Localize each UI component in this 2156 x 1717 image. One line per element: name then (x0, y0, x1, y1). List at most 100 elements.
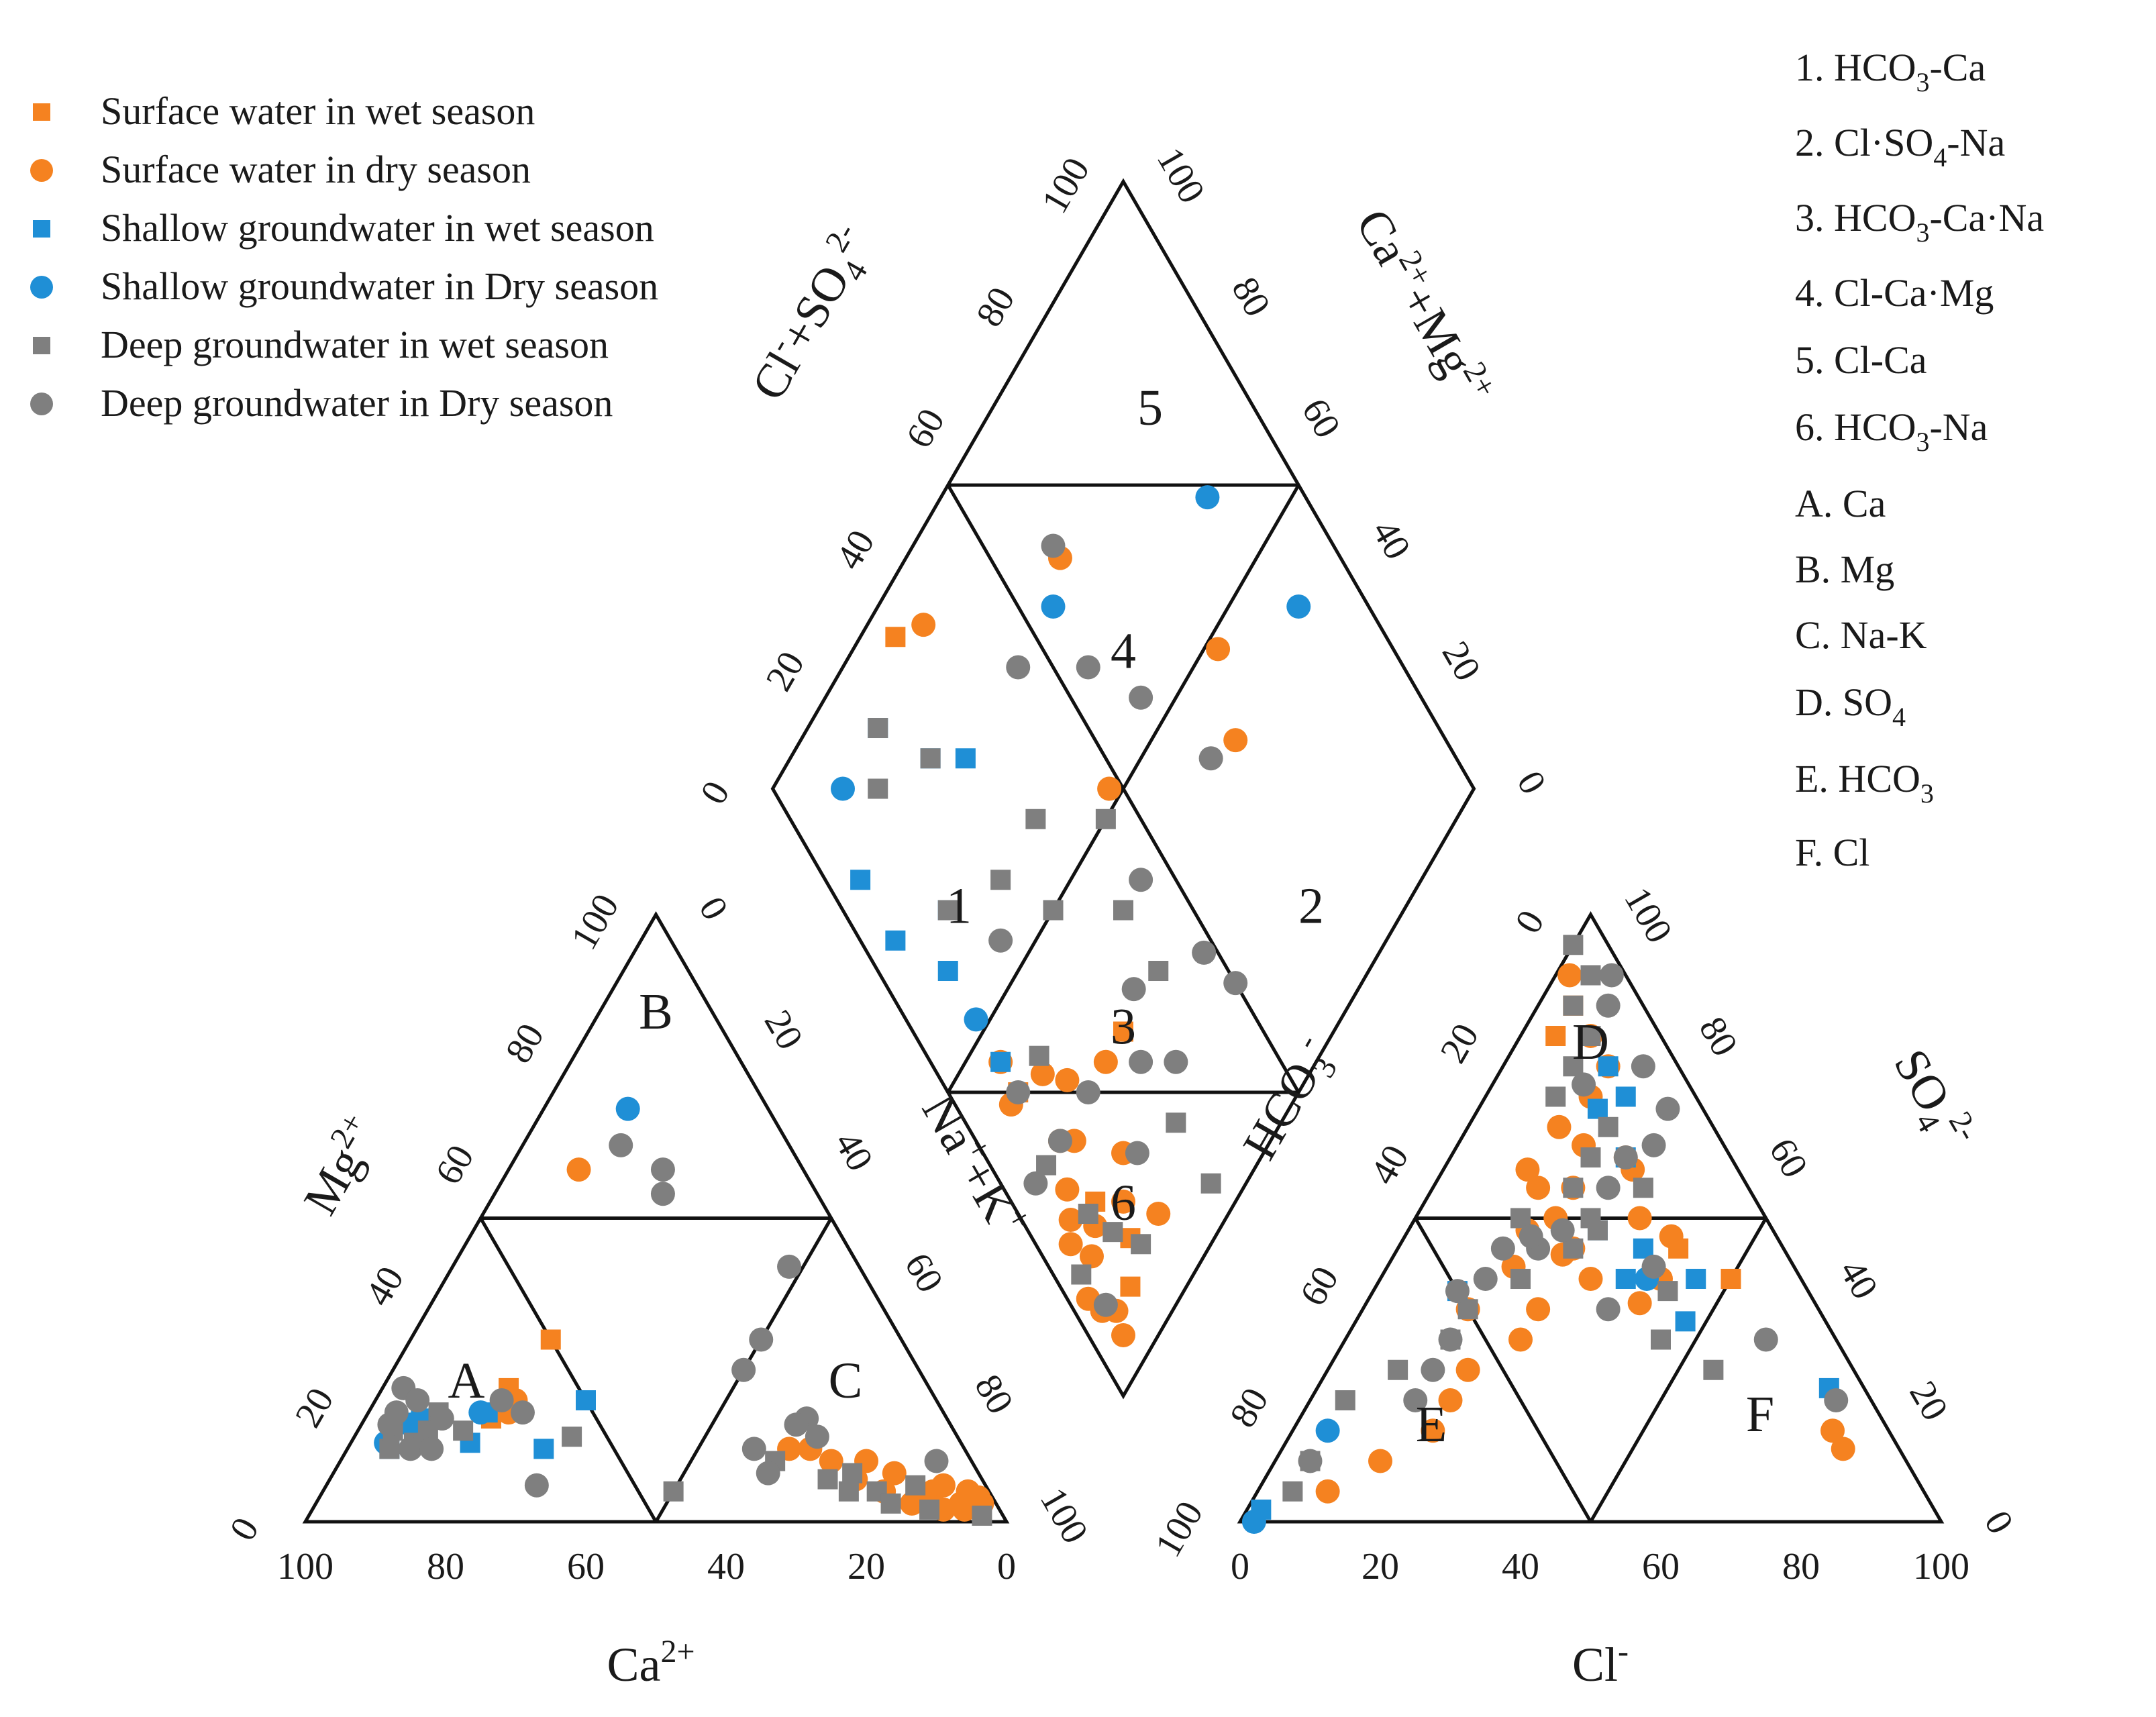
anion-divider-left (1414, 1217, 1592, 1523)
zone-E: E (1416, 1396, 1447, 1453)
cation-point-s5-14 (749, 1327, 774, 1352)
diamond-point-s5-17 (1164, 1049, 1188, 1074)
diamond-point-s5-0 (1129, 685, 1153, 710)
anion-point-s4-3 (1580, 1026, 1601, 1047)
cation-point-s5-7 (524, 1473, 549, 1498)
tick-so4-0: 0 (1976, 1504, 2022, 1541)
diamond-point-s5-6 (1129, 868, 1153, 892)
tick-nak-80: 80 (966, 1367, 1021, 1420)
tick-hco3-80: 80 (1222, 1381, 1277, 1434)
tick-ca-80: 80 (427, 1546, 464, 1588)
anion-point-s1-9 (1438, 1388, 1463, 1413)
tick-so4-40: 40 (1831, 1253, 1886, 1306)
anion-point-s1-25 (1659, 1224, 1684, 1249)
anion-point-s5-1 (1596, 993, 1621, 1018)
diamond-point-s5-14 (1125, 1141, 1149, 1165)
anion-divider-right (1589, 1217, 1767, 1523)
axis-title-camg: Ca2++Mg2+ (1345, 198, 1504, 415)
cation-point-s5-9 (489, 1388, 514, 1413)
cation-point-s1-18 (931, 1473, 956, 1498)
anion-point-s5-9 (1473, 1267, 1498, 1292)
tick-camg-60: 60 (1294, 392, 1349, 445)
legend-marker-3 (30, 276, 53, 299)
legend-label-1: Surface water in dry season (101, 148, 531, 191)
zone-6: 6 (1111, 1175, 1136, 1231)
tick-camg-80: 80 (1223, 270, 1278, 323)
tick-clso4-40: 40 (828, 523, 883, 576)
anion-point-s0-0 (1721, 1269, 1741, 1290)
diamond-point-s5-1 (1076, 655, 1100, 680)
anion-point-s5-10 (1445, 1279, 1470, 1304)
diamond-point-s4-8 (1113, 900, 1133, 921)
tick-hco3-40: 40 (1362, 1138, 1417, 1191)
diamond-point-s4-6 (1036, 1155, 1057, 1176)
diamond-point-s1-11 (1079, 1244, 1104, 1269)
cation-point-s2-6 (533, 1439, 554, 1459)
diamond-point-s4-11 (1166, 1112, 1186, 1133)
class-item-3: 4. Cl-Ca·Mg (1795, 271, 1994, 315)
anion-point-s0-4 (1545, 1026, 1566, 1047)
anion-point-s1-19 (1627, 1206, 1652, 1231)
zone-D: D (1572, 1014, 1609, 1070)
tick-so4-60: 60 (1761, 1131, 1816, 1184)
zone-F: F (1746, 1386, 1774, 1443)
tick-nak-60: 60 (896, 1246, 952, 1299)
cation-point-s4-6 (562, 1426, 582, 1447)
diamond-point-s1-5 (1111, 1323, 1135, 1348)
diamond-point-s4-1 (868, 778, 888, 799)
tick-ca-100: 100 (277, 1546, 333, 1588)
cation-point-s5-20 (924, 1449, 949, 1473)
anion-point-s4-19 (1657, 1281, 1678, 1302)
tick-mg-20: 20 (287, 1381, 342, 1434)
tick-nak-0: 0 (690, 890, 736, 927)
diamond-point-s4-14 (1029, 1045, 1049, 1066)
diamond-point-s0-4 (885, 627, 906, 647)
cation-point-s1-2 (566, 1157, 591, 1182)
tick-so4-80: 80 (1691, 1010, 1746, 1063)
diamond-point-s4-7 (1025, 809, 1046, 829)
anion-point-s5-17 (1753, 1327, 1778, 1352)
class-item-7: B. Mg (1795, 548, 1894, 591)
diamond-point-s5-10 (1041, 533, 1066, 558)
tick-nak-100: 100 (1032, 1481, 1096, 1551)
diamond-point-s3-1 (1286, 594, 1311, 619)
zone-4: 4 (1111, 623, 1136, 680)
class-item-11: F. Cl (1795, 831, 1869, 874)
legend-label-2: Shallow groundwater in wet season (101, 206, 654, 250)
tick-mg-0: 0 (222, 1510, 268, 1547)
diamond-point-s5-13 (1223, 971, 1248, 996)
diamond-point-s5-7 (1047, 1129, 1072, 1153)
diamond-point-s3-0 (1041, 594, 1066, 619)
anion-point-s3-2 (1241, 1510, 1266, 1534)
anion-point-s5-12 (1421, 1357, 1445, 1382)
anion-point-s4-13 (1457, 1299, 1478, 1320)
anion-point-s4-21 (1703, 1359, 1724, 1380)
cation-point-s4-10 (842, 1463, 863, 1484)
class-item-6: A. Ca (1795, 482, 1886, 525)
tick-ca-40: 40 (707, 1546, 745, 1588)
zone-labels: B A C D E F 1 2 3 4 5 6 (448, 380, 1775, 1453)
diamond-point-s4-5 (1102, 1222, 1123, 1243)
legend-label-0: Surface water in wet season (101, 89, 535, 133)
zone-C: C (829, 1353, 863, 1409)
anion-point-s5-13 (1403, 1388, 1428, 1413)
diamond-point-s2-9 (955, 748, 976, 769)
diamond-point-s5-8 (1076, 1080, 1100, 1105)
cation-point-s4-0 (379, 1439, 400, 1459)
diamond-point-s4-9 (1095, 809, 1116, 829)
anion-point-s1-24 (1515, 1157, 1540, 1182)
cation-point-s5-10 (609, 1133, 633, 1157)
anion-point-s4-12 (1510, 1269, 1531, 1290)
diamond-point-s1-20 (1206, 637, 1231, 662)
diamond-point-s4-17 (1200, 1173, 1221, 1194)
anion-point-s2-8 (1633, 1238, 1653, 1259)
tick-clso4-100: 100 (1034, 151, 1098, 221)
tick-cl-100: 100 (1913, 1546, 1969, 1588)
cation-point-s4-5 (453, 1420, 474, 1441)
cation-point-s4-15 (838, 1481, 859, 1502)
diamond-point-s5-16 (1023, 1171, 1048, 1196)
anion-point-s4-9 (1510, 1208, 1531, 1229)
anion-point-s4-4 (1563, 1056, 1584, 1077)
axis-title-clso4: Cl-+SO42- (737, 217, 888, 413)
anion-point-s4-11 (1563, 1238, 1584, 1259)
